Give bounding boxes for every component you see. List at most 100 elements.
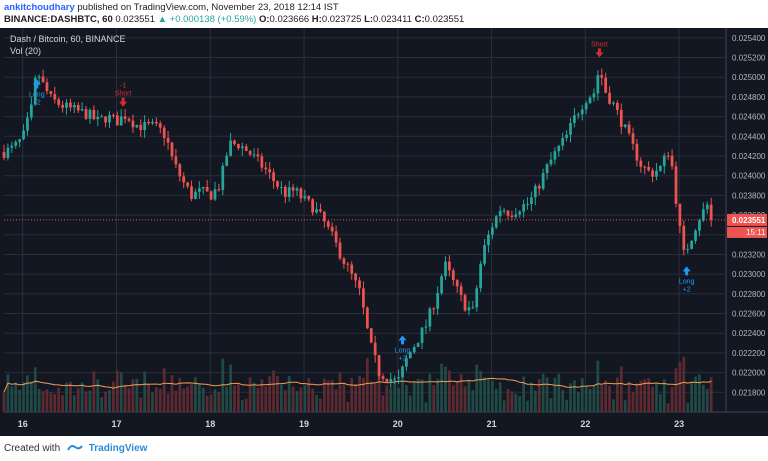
candle-body[interactable] — [619, 109, 623, 127]
candle-body[interactable] — [155, 121, 158, 124]
candle-body[interactable] — [502, 210, 506, 212]
candle-body[interactable] — [420, 327, 424, 343]
candle-body[interactable] — [53, 94, 57, 100]
candle-body[interactable] — [65, 102, 68, 108]
candle-body[interactable] — [213, 189, 217, 200]
candle-body[interactable] — [186, 182, 189, 187]
candle-body[interactable] — [588, 97, 592, 104]
candle-body[interactable] — [510, 215, 514, 217]
candle-body[interactable] — [96, 116, 100, 120]
candle-body[interactable] — [561, 137, 565, 146]
candle-body[interactable] — [463, 295, 467, 311]
candle-body[interactable] — [580, 109, 584, 115]
candle-body[interactable] — [377, 355, 381, 377]
candle-body[interactable] — [690, 240, 693, 249]
candle-body[interactable] — [80, 109, 84, 111]
candle-body[interactable] — [674, 166, 678, 204]
candle-body[interactable] — [459, 286, 463, 296]
candle-body[interactable] — [451, 270, 455, 281]
candle-body[interactable] — [237, 144, 240, 149]
candle-body[interactable] — [537, 185, 541, 189]
candle-body[interactable] — [240, 146, 244, 149]
candle-body[interactable] — [389, 379, 393, 382]
candle-body[interactable] — [283, 186, 287, 197]
candle-body[interactable] — [92, 109, 96, 120]
candle-body[interactable] — [682, 225, 686, 250]
candle-body[interactable] — [490, 227, 494, 235]
candle-body[interactable] — [143, 121, 147, 131]
candle-body[interactable] — [467, 307, 471, 311]
candle-body[interactable] — [127, 118, 131, 121]
candle-body[interactable] — [338, 242, 342, 259]
candle-body[interactable] — [526, 204, 529, 206]
candle-body[interactable] — [194, 191, 197, 199]
candle-body[interactable] — [705, 204, 709, 210]
candle-body[interactable] — [264, 167, 268, 170]
candle-body[interactable] — [69, 102, 72, 108]
candle-body[interactable] — [315, 209, 318, 213]
candle-body[interactable] — [612, 102, 615, 104]
candle-body[interactable] — [381, 376, 385, 379]
candle-body[interactable] — [471, 307, 475, 309]
candle-body[interactable] — [197, 188, 201, 192]
candle-body[interactable] — [272, 172, 275, 182]
candle-body[interactable] — [631, 133, 635, 144]
candle-body[interactable] — [346, 263, 350, 265]
candle-body[interactable] — [373, 342, 377, 356]
candle-body[interactable] — [358, 280, 361, 289]
candle-body[interactable] — [709, 204, 713, 220]
candle-body[interactable] — [498, 210, 502, 217]
candle-body[interactable] — [494, 216, 498, 228]
candle-body[interactable] — [533, 185, 537, 198]
candle-body[interactable] — [178, 164, 182, 177]
candle-body[interactable] — [280, 186, 283, 188]
candle-body[interactable] — [545, 164, 549, 174]
candle-body[interactable] — [432, 308, 436, 310]
candle-body[interactable] — [647, 166, 651, 171]
candle-body[interactable] — [651, 170, 654, 177]
candle-body[interactable] — [57, 99, 61, 105]
candle-body[interactable] — [330, 226, 334, 232]
candle-body[interactable] — [440, 276, 443, 294]
candle-body[interactable] — [397, 377, 400, 379]
candle-body[interactable] — [248, 150, 252, 155]
candle-body[interactable] — [182, 176, 186, 183]
candle-body[interactable] — [455, 280, 459, 287]
candle-body[interactable] — [100, 116, 104, 118]
candle-body[interactable] — [158, 123, 162, 128]
candle-body[interactable] — [428, 308, 432, 327]
candle-body[interactable] — [45, 82, 49, 92]
candle-body[interactable] — [6, 147, 10, 158]
tradingview-brand[interactable]: TradingView — [88, 443, 148, 454]
candle-body[interactable] — [600, 75, 604, 78]
candle-body[interactable] — [76, 105, 80, 111]
candle-body[interactable] — [14, 141, 18, 146]
candle-body[interactable] — [678, 203, 682, 226]
candle-body[interactable] — [549, 159, 553, 165]
candle-body[interactable] — [365, 307, 369, 329]
candle-body[interactable] — [221, 165, 225, 190]
candle-body[interactable] — [229, 140, 232, 156]
candle-body[interactable] — [170, 142, 174, 157]
candle-body[interactable] — [10, 145, 14, 148]
candle-body[interactable] — [405, 358, 408, 367]
candle-body[interactable] — [319, 209, 322, 212]
candle-body[interactable] — [662, 155, 666, 166]
candle-body[interactable] — [244, 146, 248, 151]
candle-body[interactable] — [108, 114, 111, 123]
candle-body[interactable] — [334, 231, 338, 243]
candle-body[interactable] — [666, 155, 670, 157]
candle-body[interactable] — [616, 102, 619, 110]
candle-body[interactable] — [26, 117, 29, 131]
candle-body[interactable] — [412, 347, 416, 353]
candle-body[interactable] — [268, 169, 272, 173]
candle-body[interactable] — [37, 76, 41, 78]
candle-body[interactable] — [436, 293, 440, 309]
candle-body[interactable] — [584, 103, 588, 110]
candle-body[interactable] — [323, 211, 326, 222]
candle-body[interactable] — [655, 170, 658, 177]
candle-body[interactable] — [592, 93, 596, 98]
candle-body[interactable] — [295, 188, 299, 191]
candle-body[interactable] — [479, 263, 483, 289]
candle-body[interactable] — [350, 264, 354, 274]
